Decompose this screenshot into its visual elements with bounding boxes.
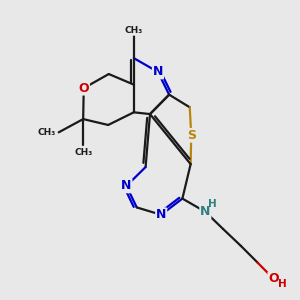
Text: N: N bbox=[156, 208, 166, 221]
Text: H: H bbox=[208, 200, 217, 209]
Text: O: O bbox=[78, 82, 89, 95]
Text: O: O bbox=[268, 272, 279, 286]
Text: H: H bbox=[278, 279, 286, 289]
Text: N: N bbox=[200, 205, 211, 218]
Text: S: S bbox=[187, 129, 196, 142]
Text: CH₃: CH₃ bbox=[74, 148, 92, 157]
Text: CH₃: CH₃ bbox=[125, 26, 143, 35]
Text: CH₃: CH₃ bbox=[38, 128, 56, 137]
Text: N: N bbox=[153, 65, 163, 79]
Text: N: N bbox=[121, 179, 132, 192]
